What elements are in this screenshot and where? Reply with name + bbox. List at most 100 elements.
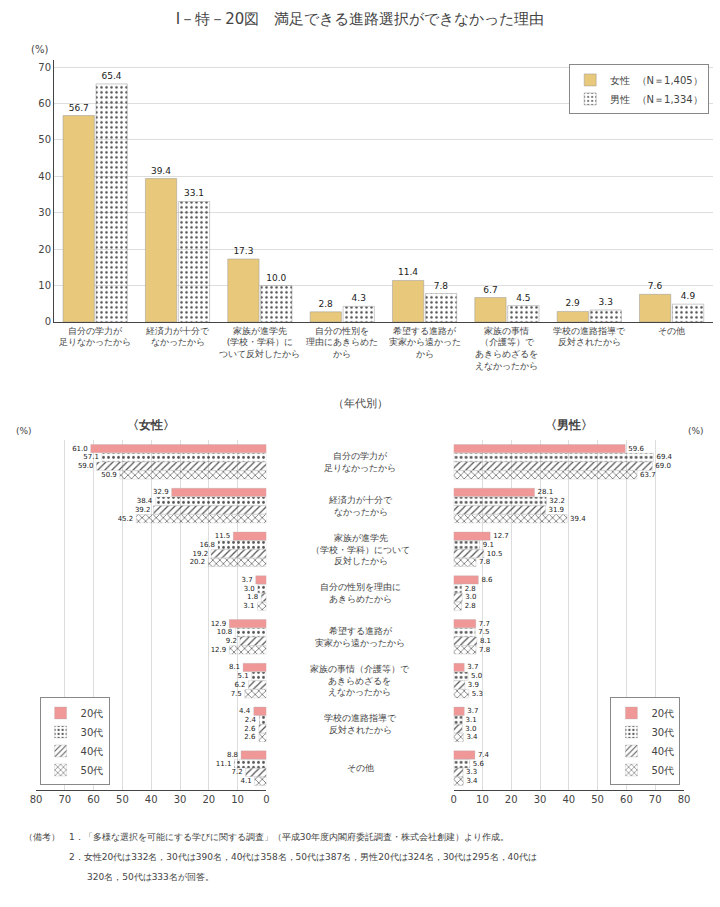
- svg-text:2.6: 2.6: [244, 725, 256, 733]
- svg-text:3.0: 3.0: [465, 593, 476, 601]
- svg-text:6.2: 6.2: [234, 681, 245, 689]
- svg-text:59.6: 59.6: [628, 445, 644, 453]
- svg-text:2.6: 2.6: [244, 733, 256, 741]
- svg-text:7.8: 7.8: [479, 646, 490, 654]
- svg-text:自分の性別を理由にあきらめたから: 自分の性別を理由にあきらめたから: [306, 326, 378, 359]
- svg-text:38.4: 38.4: [137, 497, 153, 505]
- svg-text:7.2: 7.2: [232, 768, 243, 776]
- svg-text:40: 40: [562, 794, 575, 805]
- svg-text:3.9: 3.9: [468, 681, 479, 689]
- svg-text:50代: 50代: [651, 765, 674, 776]
- svg-text:69.0: 69.0: [655, 462, 671, 470]
- svg-text:(%): (%): [688, 426, 704, 436]
- svg-text:69.4: 69.4: [656, 453, 672, 461]
- svg-text:希望する進路が実家から遠かったから: 希望する進路が実家から遠かったから: [315, 626, 405, 648]
- svg-text:3.3: 3.3: [466, 768, 477, 776]
- svg-text:40: 40: [38, 171, 51, 182]
- svg-text:3.7: 3.7: [467, 707, 478, 715]
- svg-text:7.4: 7.4: [478, 751, 490, 759]
- svg-text:4.1: 4.1: [240, 777, 251, 785]
- svg-text:5.0: 5.0: [471, 672, 482, 680]
- svg-text:20代: 20代: [651, 708, 674, 719]
- svg-text:4.5: 4.5: [516, 293, 530, 303]
- svg-text:経済力が十分でなかったから: 経済力が十分でなかったから: [328, 495, 393, 517]
- svg-text:その他: その他: [658, 326, 685, 336]
- svg-text:(%): (%): [31, 44, 48, 55]
- svg-text:20代: 20代: [81, 708, 104, 719]
- svg-text:33.1: 33.1: [184, 188, 204, 198]
- svg-text:10: 10: [38, 280, 51, 291]
- svg-text:8.1: 8.1: [229, 663, 240, 671]
- svg-text:70: 70: [649, 794, 662, 805]
- svg-text:60: 60: [87, 794, 100, 805]
- svg-text:60: 60: [38, 98, 51, 109]
- svg-text:3.1: 3.1: [243, 602, 254, 610]
- svg-text:2．女性20代は332名，30代は390名，40代は358名: 2．女性20代は332名，30代は390名，40代は358名，50代は387名，…: [24, 852, 537, 862]
- svg-text:32.9: 32.9: [153, 488, 169, 496]
- svg-text:40: 40: [145, 794, 158, 805]
- svg-text:家族の事情（介護等）であきらめざるをえなかったから: 家族の事情（介護等）であきらめざるをえなかったから: [310, 664, 410, 697]
- svg-text:10.5: 10.5: [487, 550, 503, 558]
- svg-text:65.4: 65.4: [101, 71, 121, 81]
- svg-text:女性 （N＝1,405）: 女性 （N＝1,405）: [610, 75, 702, 86]
- svg-text:30代: 30代: [651, 727, 674, 738]
- svg-text:4.3: 4.3: [352, 293, 366, 303]
- svg-text:50代: 50代: [81, 765, 104, 776]
- svg-text:8.1: 8.1: [480, 637, 491, 645]
- svg-text:6.7: 6.7: [483, 285, 497, 295]
- svg-text:7.5: 7.5: [231, 690, 242, 698]
- svg-text:8.6: 8.6: [481, 576, 493, 584]
- svg-text:70: 70: [58, 794, 71, 805]
- svg-text:0: 0: [45, 316, 51, 327]
- svg-text:8.8: 8.8: [227, 751, 238, 759]
- svg-text:2.8: 2.8: [465, 585, 476, 593]
- svg-text:0: 0: [263, 794, 269, 805]
- svg-text:7.6: 7.6: [648, 281, 663, 291]
- svg-text:16.8: 16.8: [199, 541, 215, 549]
- svg-text:7.5: 7.5: [478, 628, 489, 636]
- svg-text:19.2: 19.2: [193, 550, 209, 558]
- svg-text:50: 50: [38, 134, 51, 145]
- svg-text:57.1: 57.1: [83, 453, 99, 461]
- svg-text:家族が進学先(学校・学科）について反対したから: 家族が進学先(学校・学科）について反対したから: [219, 326, 300, 359]
- svg-text:3.7: 3.7: [467, 663, 478, 671]
- svg-text:〈男性〉: 〈男性〉: [545, 418, 593, 432]
- svg-text:10.0: 10.0: [266, 273, 286, 283]
- svg-text:20: 20: [505, 794, 518, 805]
- svg-text:3.3: 3.3: [599, 297, 613, 307]
- svg-text:31.9: 31.9: [548, 506, 564, 514]
- svg-text:10: 10: [476, 794, 489, 805]
- svg-text:3.4: 3.4: [466, 733, 478, 741]
- svg-text:〈女性〉: 〈女性〉: [127, 418, 175, 432]
- svg-text:20: 20: [38, 244, 51, 255]
- svg-text:50: 50: [591, 794, 604, 805]
- svg-text:4.9: 4.9: [681, 291, 696, 301]
- svg-text:9.1: 9.1: [483, 541, 494, 549]
- svg-text:320名，50代は333名が回答。: 320名，50代は333名が回答。: [24, 872, 214, 882]
- svg-text:12.9: 12.9: [211, 620, 227, 628]
- svg-text:50: 50: [116, 794, 129, 805]
- svg-text:3.1: 3.1: [466, 716, 477, 724]
- svg-text:11.5: 11.5: [215, 532, 231, 540]
- svg-text:家族が進学先（学校・学科）について反対したから: 家族が進学先（学校・学科）について反対したから: [311, 533, 410, 566]
- svg-text:60: 60: [620, 794, 633, 805]
- svg-text:0: 0: [450, 794, 456, 805]
- svg-text:2.8: 2.8: [465, 602, 476, 610]
- svg-text:70: 70: [38, 62, 51, 73]
- svg-text:30: 30: [174, 794, 187, 805]
- svg-text:5.1: 5.1: [238, 672, 249, 680]
- svg-text:39.2: 39.2: [135, 506, 151, 514]
- svg-text:39.4: 39.4: [570, 515, 586, 523]
- svg-text:I－特－20図 満足できる進路選択ができなかった理由: I－特－20図 満足できる進路選択ができなかった理由: [176, 10, 545, 28]
- svg-text:45.2: 45.2: [118, 515, 134, 523]
- svg-text:40代: 40代: [651, 746, 674, 757]
- svg-text:2.9: 2.9: [566, 298, 581, 308]
- svg-text:7.8: 7.8: [479, 558, 490, 566]
- svg-text:10: 10: [231, 794, 244, 805]
- svg-text:56.7: 56.7: [69, 103, 89, 113]
- svg-text:希望する進路が実家から遠かったから: 希望する進路が実家から遠かったから: [389, 326, 461, 359]
- svg-text:80: 80: [30, 794, 43, 805]
- svg-text:2.4: 2.4: [245, 716, 257, 724]
- svg-text:30: 30: [38, 207, 51, 218]
- svg-text:4.4: 4.4: [239, 707, 251, 715]
